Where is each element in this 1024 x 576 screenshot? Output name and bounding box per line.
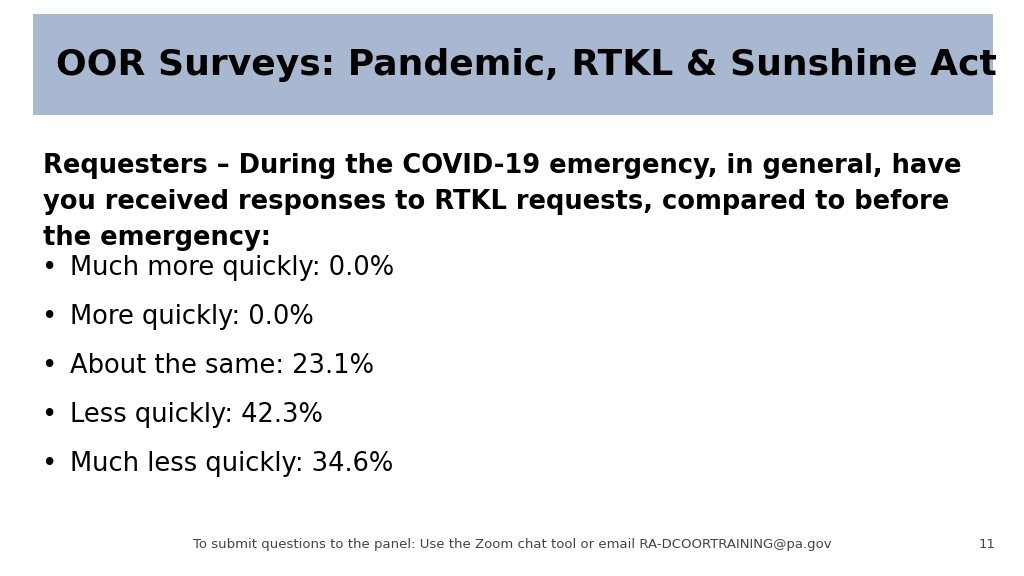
Text: •: • — [42, 401, 56, 428]
Text: Less quickly: 42.3%: Less quickly: 42.3% — [70, 401, 323, 428]
FancyBboxPatch shape — [33, 14, 993, 115]
Text: 11: 11 — [978, 538, 995, 551]
Text: Requesters – During the COVID-19 emergency, in general, have: Requesters – During the COVID-19 emergen… — [43, 153, 962, 179]
Text: To submit questions to the panel: Use the Zoom chat tool or email RA-DCOORTRAINI: To submit questions to the panel: Use th… — [193, 538, 831, 551]
Text: More quickly: 0.0%: More quickly: 0.0% — [70, 304, 313, 330]
Text: About the same: 23.1%: About the same: 23.1% — [70, 353, 374, 379]
Text: OOR Surveys: Pandemic, RTKL & Sunshine Act: OOR Surveys: Pandemic, RTKL & Sunshine A… — [56, 47, 997, 82]
Text: the emergency:: the emergency: — [43, 225, 271, 251]
Text: •: • — [42, 304, 56, 330]
Text: you received responses to RTKL requests, compared to before: you received responses to RTKL requests,… — [43, 189, 949, 215]
Text: •: • — [42, 450, 56, 477]
Text: •: • — [42, 353, 56, 379]
Text: Much more quickly: 0.0%: Much more quickly: 0.0% — [70, 255, 394, 281]
Text: Much less quickly: 34.6%: Much less quickly: 34.6% — [70, 450, 393, 477]
Text: •: • — [42, 255, 56, 281]
